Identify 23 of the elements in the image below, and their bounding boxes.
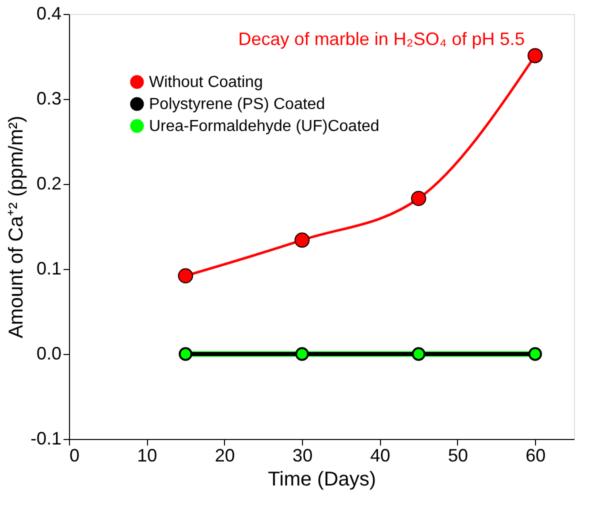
y-tick-label: -0.1 bbox=[30, 428, 62, 448]
y-tick-label: 0.3 bbox=[36, 88, 62, 108]
y-tick-label: 0.2 bbox=[36, 174, 62, 194]
legend-label: Urea-Formaldehyde (UF)Coated bbox=[149, 118, 380, 135]
x-tick-label: 0 bbox=[70, 446, 80, 466]
x-tick-label: 50 bbox=[448, 446, 468, 466]
point bbox=[294, 232, 310, 248]
x-tick-label: 40 bbox=[370, 446, 390, 466]
y-tick-label: 0.0 bbox=[36, 344, 62, 364]
point bbox=[411, 190, 426, 206]
x-tick-label: 10 bbox=[137, 446, 158, 466]
y-tick-label: 0.1 bbox=[36, 258, 62, 278]
x-axis-title: Time (Days) bbox=[268, 468, 376, 490]
point bbox=[178, 268, 194, 284]
point bbox=[528, 48, 543, 64]
x-tick-label: 60 bbox=[526, 446, 546, 466]
y-tick-label: 0.4 bbox=[36, 4, 62, 24]
legend-label: Without Coating bbox=[149, 74, 263, 91]
text: Decay of marble in H₂SO₄ of pH 5.5 bbox=[238, 29, 525, 49]
x-tick-label: 30 bbox=[292, 446, 313, 466]
x-tick-label: 20 bbox=[214, 446, 235, 466]
y-axis-title: Amount of Ca⁺² (ppm/m²) bbox=[5, 116, 28, 338]
legend-label: Polystyrene (PS) Coated bbox=[149, 96, 326, 113]
